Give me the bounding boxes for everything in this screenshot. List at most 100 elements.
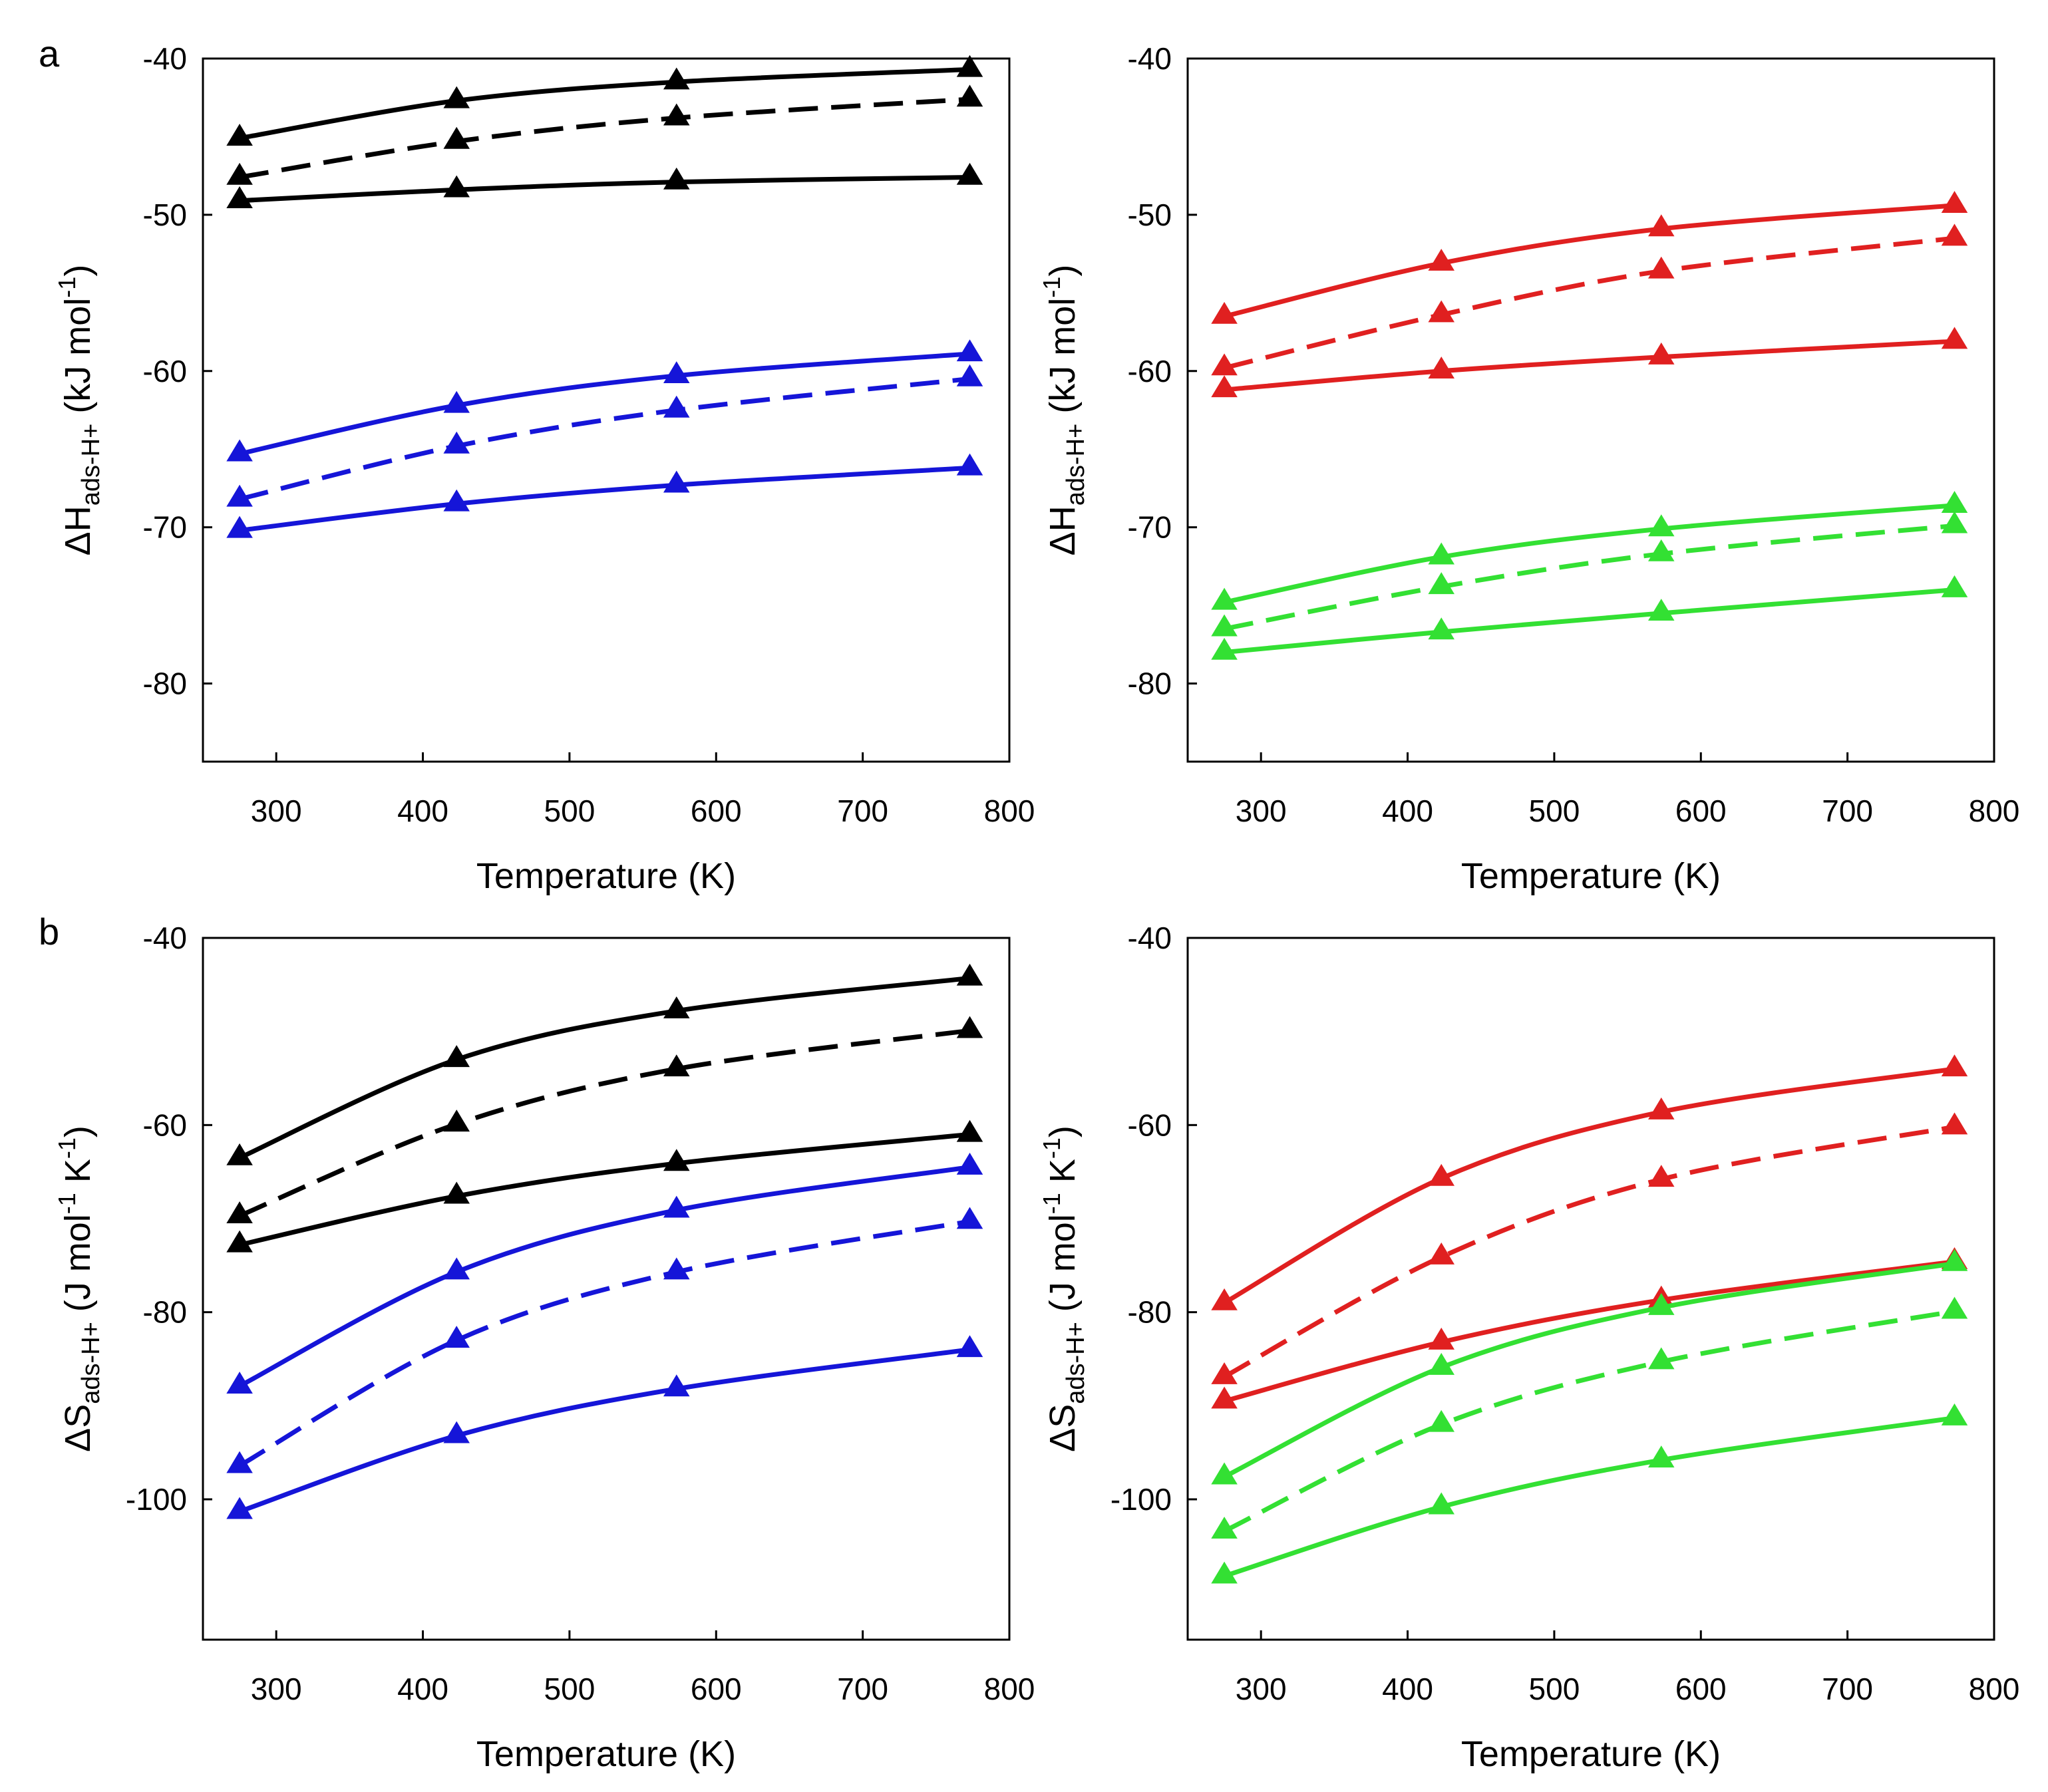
- y-axis-title: ΔSads-H+ (J mol-1 K-1): [1038, 1125, 1090, 1452]
- data-point-marker: [1428, 542, 1454, 565]
- y-tick-label: -40: [1128, 921, 1172, 955]
- data-point-marker: [956, 453, 983, 476]
- data-point-marker: [226, 1201, 253, 1223]
- x-axis-title: Temperature (K): [476, 1734, 736, 1774]
- x-tick-label: 300: [251, 794, 302, 828]
- data-point-marker: [956, 84, 983, 107]
- y-tick-label: -70: [143, 510, 187, 545]
- series-line: [1224, 339, 1955, 392]
- data-point-marker: [1941, 224, 1968, 246]
- x-tick-label: 800: [984, 1672, 1035, 1706]
- data-point-marker: [663, 103, 690, 126]
- data-point-marker: [443, 1045, 470, 1068]
- data-point-marker: [226, 124, 253, 146]
- x-tick-label: 300: [251, 1672, 302, 1706]
- chart-a-right: 300 400 500 600 700 800 -80 -70 -60 -50 -40 Tempera…: [1038, 41, 2019, 896]
- series-line: [1223, 1124, 1956, 1379]
- series-line: [238, 976, 970, 1160]
- series-line: [238, 1028, 970, 1219]
- x-tick-label: 700: [837, 1672, 888, 1706]
- x-tick-label: 400: [1382, 1672, 1433, 1706]
- data-point-marker: [1648, 342, 1675, 365]
- x-tick-label: 600: [691, 1672, 742, 1706]
- y-title-units-close: ): [1043, 265, 1083, 277]
- data-point-marker: [226, 1230, 253, 1253]
- series-line: [239, 67, 970, 141]
- y-axis-title: ΔHads-H+ (kJ mol-1): [1038, 265, 1090, 556]
- y-title-subscript: ads-H+: [1062, 1322, 1090, 1404]
- data-point-marker: [1941, 327, 1968, 349]
- series-line: [239, 465, 970, 533]
- series-line: [1224, 235, 1955, 371]
- data-point-marker: [663, 470, 690, 493]
- y-tick-label: -80: [1128, 667, 1172, 701]
- panel-label-b: b: [39, 911, 59, 953]
- series-line: [1223, 1261, 1956, 1479]
- x-axis-title: Temperature (K): [1461, 1734, 1721, 1774]
- data-point-marker: [226, 1497, 253, 1519]
- data-point-marker: [443, 489, 470, 512]
- series-line: [1224, 1259, 1955, 1404]
- data-point-marker: [226, 1143, 253, 1165]
- y-tick-label: -70: [1128, 510, 1172, 545]
- x-tick-label: 600: [691, 794, 742, 828]
- data-point-marker: [1428, 1327, 1454, 1350]
- series-line: [1224, 203, 1955, 319]
- x-tick-label: 800: [1969, 1672, 2020, 1706]
- data-point-marker: [443, 86, 470, 108]
- data-point-marker: [1428, 300, 1454, 323]
- x-tick-label: 500: [544, 794, 596, 828]
- y-title-units: (J mol: [58, 1214, 98, 1322]
- data-point-marker: [1211, 353, 1238, 376]
- chart-b-left: 300 400 500 600 700 800 -100 -80 -60 -40 Temperatu…: [53, 921, 1035, 1774]
- x-tick-label: 800: [984, 794, 1035, 828]
- data-point-marker: [1211, 301, 1238, 324]
- data-point-marker: [1211, 637, 1238, 660]
- data-point-marker: [1941, 575, 1968, 597]
- y-tick-label: -80: [143, 1295, 187, 1330]
- data-point-marker: [1941, 1112, 1968, 1135]
- data-point-marker: [443, 431, 470, 454]
- y-tick-label: -40: [1128, 41, 1172, 76]
- y-tick-label: -80: [1128, 1295, 1172, 1330]
- data-point-marker: [1428, 1242, 1454, 1265]
- y-title-subscript: ads-H+: [77, 1322, 105, 1404]
- y-tick-label: -50: [143, 198, 187, 232]
- data-point-marker: [1211, 614, 1238, 637]
- data-point-marker: [956, 364, 983, 386]
- y-title-superscript: -1: [1038, 1137, 1065, 1159]
- data-point-marker: [956, 1207, 983, 1229]
- data-point-marker: [663, 1374, 690, 1397]
- x-tick-label: 500: [1529, 794, 1580, 828]
- data-point-marker: [663, 1257, 690, 1280]
- data-point-marker: [663, 395, 690, 418]
- data-point-marker: [1648, 1292, 1675, 1315]
- x-tick-label: 700: [837, 794, 888, 828]
- data-point-marker: [443, 390, 470, 413]
- data-point-marker: [1941, 1054, 1968, 1077]
- panel-label-a: a: [39, 33, 60, 75]
- y-title-subscript: ads-H+: [77, 424, 105, 506]
- y-title-units-close: ): [58, 265, 98, 277]
- data-point-marker: [1211, 375, 1238, 398]
- data-point-marker: [956, 1120, 983, 1142]
- data-point-marker: [443, 1257, 470, 1280]
- data-point-marker: [226, 1451, 253, 1473]
- x-axis-title: Temperature (K): [476, 856, 736, 896]
- data-point-marker: [1428, 1492, 1454, 1515]
- x-tick-label: 700: [1822, 1672, 1873, 1706]
- y-title-units: (J mol: [1043, 1214, 1083, 1322]
- series-line: [238, 1165, 971, 1388]
- data-point-marker: [226, 186, 253, 208]
- y-axis-title: ΔHads-H+ (kJ mol-1): [53, 265, 105, 556]
- data-point-marker: [443, 175, 470, 198]
- series-line: [1224, 523, 1955, 631]
- series-line: [239, 351, 970, 456]
- series-line: [238, 1219, 971, 1468]
- data-point-marker: [443, 1110, 470, 1132]
- data-point-marker: [1648, 514, 1675, 537]
- series-line: [1224, 587, 1955, 655]
- data-point-marker: [443, 1326, 470, 1348]
- x-tick-label: 300: [1236, 1672, 1287, 1706]
- data-point-marker: [1648, 599, 1675, 621]
